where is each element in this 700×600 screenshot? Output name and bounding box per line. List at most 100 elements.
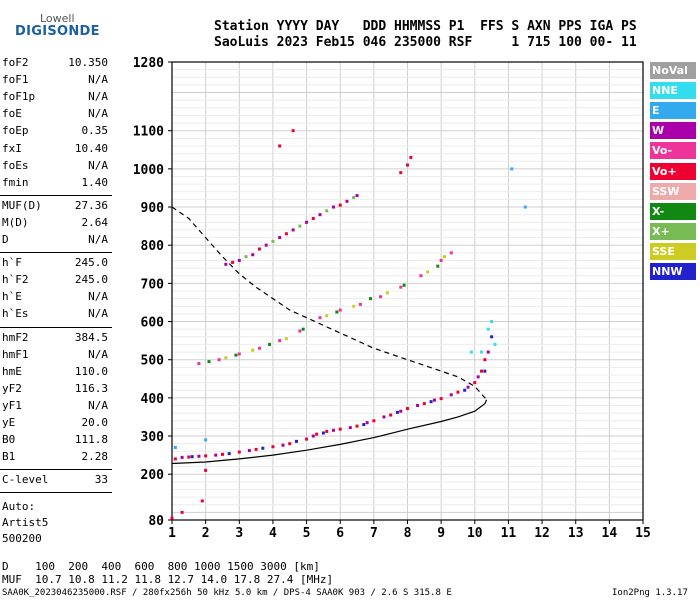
echo-point [291,129,295,133]
param-value: N/A [88,307,108,321]
echo-point [180,510,184,514]
echo-point [399,285,403,289]
param-value: 27.36 [74,198,108,212]
header-line-2: SaoLuis 2023 Feb15 046 235000 RSF 1 715 … [214,35,637,50]
legend-item-vo: Vo- [650,142,696,160]
param-key: h`Es [2,307,29,321]
echo-point [261,446,265,450]
separator [0,252,112,254]
echo-point [385,291,389,295]
echo-point [422,402,426,406]
param-value: 2.64 [81,215,109,229]
echo-point [406,407,409,411]
x-tick-label: 13 [568,526,584,541]
param-clevel: C-level 33 [2,473,108,490]
echo-point [173,445,177,449]
echo-point [490,320,494,324]
echo-point [284,337,288,341]
y-tick-label: 900 [141,201,165,216]
legend-item-e: E [650,102,696,120]
echo-point [490,335,494,339]
echo-point [217,358,221,362]
param-mufd: MUF(D) 27.36 [2,199,108,216]
x-tick-label: 8 [404,526,412,541]
param-key: h`F [2,256,22,270]
y-tick-label: 800 [141,239,165,254]
echo-point [190,455,194,459]
echo-point [214,453,218,457]
logo-lowell: Lowell [40,12,75,25]
echo-point [244,255,248,259]
param-hmf1: hmF1 N/A [2,348,108,365]
param-foes: foEs N/A [2,159,108,176]
echo-point [204,454,208,458]
y-tick-label: 1280 [133,56,164,71]
echo-point [358,302,362,306]
echo-point [321,431,325,435]
echo-point [288,442,292,446]
echo-point [220,452,224,456]
echo-point [486,327,490,331]
profile-curve-dashed [171,206,488,401]
echo-point [436,264,440,268]
echo-point [466,385,470,389]
param-key: foEp [2,124,29,138]
param-key: hmF1 [2,347,29,361]
param-key: MUF(D) [2,198,42,212]
echo-point [237,352,241,356]
echo-point [294,439,298,443]
footer-file-info: SAA0K_2023046235000.RSF / 280fx256h 50 k… [2,588,452,598]
param-key: C-level [2,473,49,487]
x-tick-label: 5 [303,526,311,541]
echo-point [180,455,184,459]
echo-point [469,350,473,354]
echo-point [170,516,174,520]
echo-point [247,449,251,453]
echo-point [456,390,460,394]
param-ye: yE 20.0 [2,416,108,433]
param-key: hmF2 [2,330,29,344]
param-fof2: foF2 10.350 [2,56,108,73]
echo-point [372,419,376,423]
echo-point [348,426,352,430]
separator [0,492,112,494]
echo-point [331,205,335,209]
footer-version: Ion2Png 1.3.17 [612,588,688,598]
param-fmin: fmin 1.40 [2,176,108,193]
param-hf: h`F 245.0 [2,256,108,273]
param-value: 245.0 [74,256,108,270]
echo-point [399,409,403,413]
echo-point [480,369,484,373]
autoscaling-info: 500200 [2,532,42,546]
echo-point [443,255,447,259]
param-value: N/A [88,90,108,104]
param-foep: foEp 0.35 [2,124,108,141]
param-value: 20.0 [81,416,109,429]
param-key: B0 [2,433,16,447]
echo-point [278,339,282,343]
param-key: yF1 [2,398,22,412]
echo-point [355,194,359,198]
legend-item-x: X+ [650,222,696,240]
param-key: fmin [2,175,29,189]
param-value: 10.350 [68,56,108,69]
echo-point [237,258,241,262]
echo-point [284,232,288,236]
echo-point [224,356,228,360]
echo-point [406,163,409,167]
separator [0,326,112,328]
echo-point [439,397,443,401]
param-key: yE [2,416,16,429]
param-key: foF1p [2,90,36,104]
echo-point [318,316,322,320]
echo-point [298,329,302,333]
echo-point [439,258,443,262]
echo-point [419,274,423,278]
echo-point [187,455,191,459]
echo-point [449,251,453,255]
echo-point [305,220,309,224]
param-key: hmE [2,364,22,378]
param-value: N/A [88,73,108,87]
echo-point [251,253,255,257]
